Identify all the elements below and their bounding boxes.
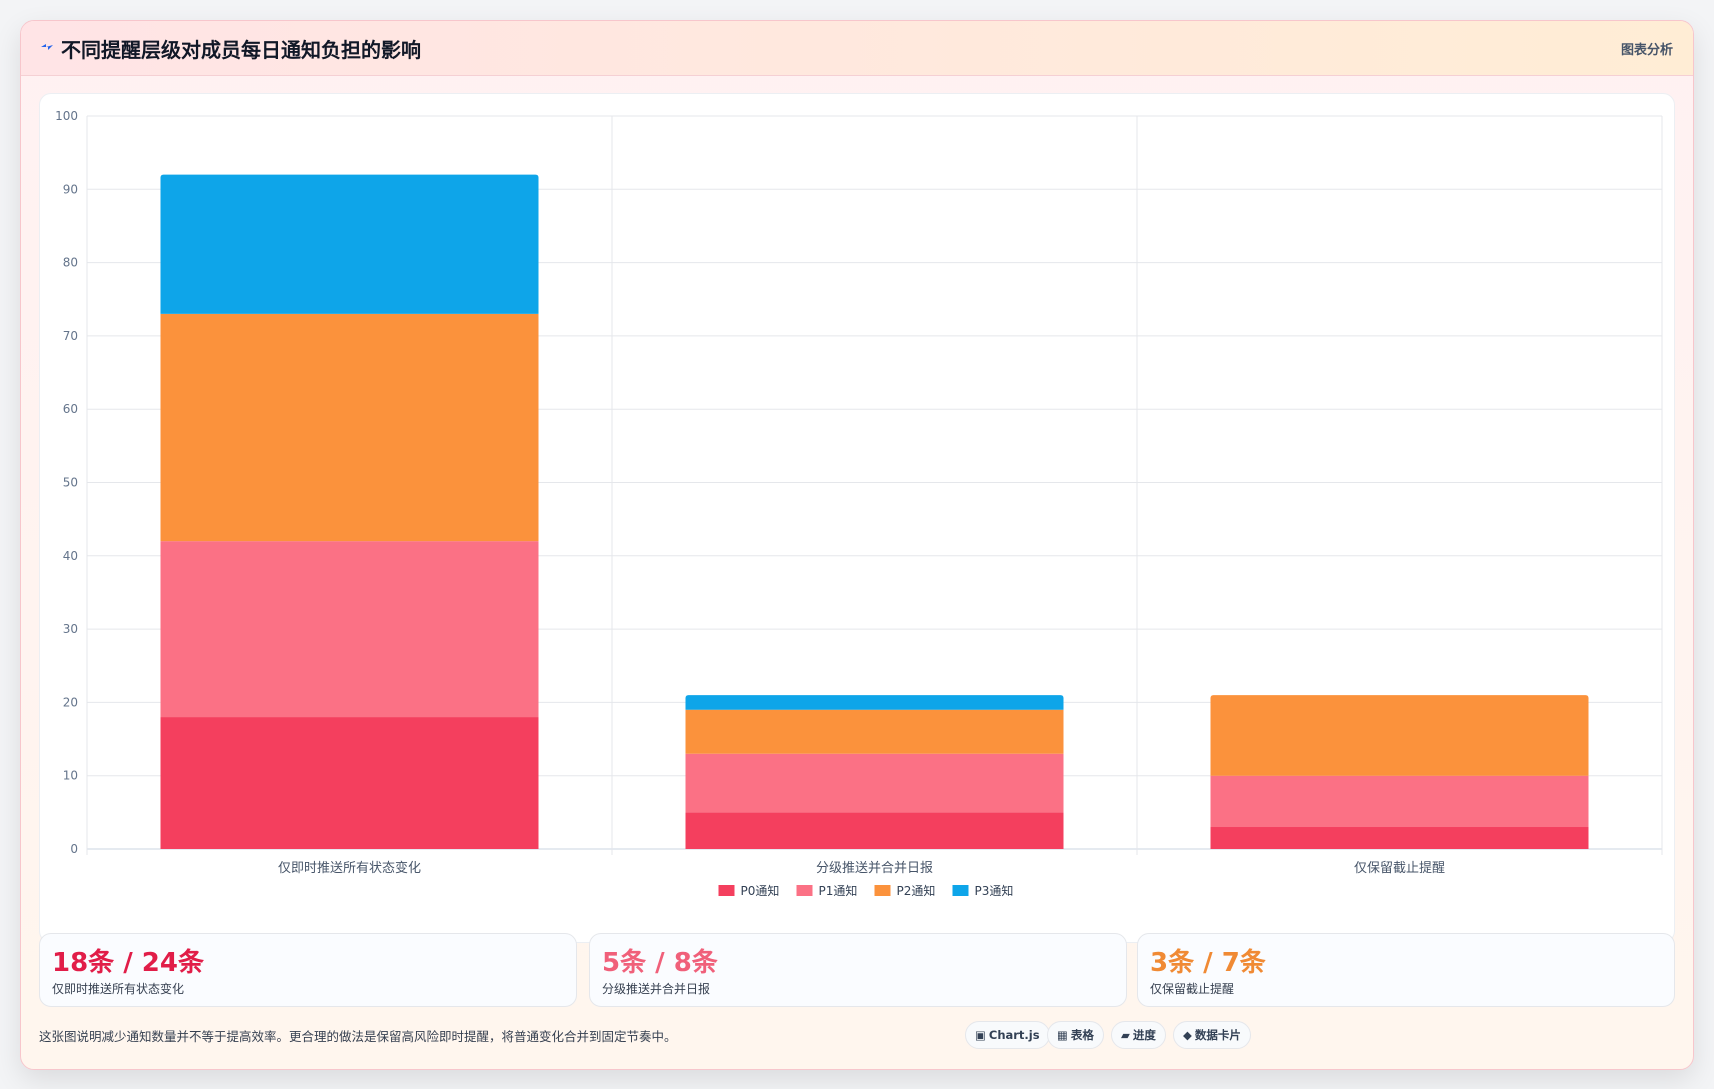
legend-swatch xyxy=(718,885,735,896)
y-tick-label: 20 xyxy=(63,695,78,709)
stat-card-1: 18条 / 24条 仅即时推送所有状态变化 xyxy=(39,933,577,1007)
x-tick-label: 仅即时推送所有状态变化 xyxy=(278,860,421,876)
badge-table[interactable]: ▦ 表格 xyxy=(1047,1021,1104,1049)
y-tick-label: 30 xyxy=(63,622,78,636)
legend-label: P3通知 xyxy=(975,884,1014,898)
legend-label: P1通知 xyxy=(819,884,858,898)
bar-segment xyxy=(685,812,1064,849)
stat-value: 3条 / 7条 xyxy=(1150,948,1266,978)
legend-swatch xyxy=(874,885,891,896)
chart-icon: ▣ xyxy=(975,1028,986,1042)
bar-segment xyxy=(1210,695,1589,776)
bar-segment xyxy=(685,709,1064,754)
bar-segment xyxy=(160,313,539,542)
footer-note: 这张图说明减少通知数量并不等于提高效率。更合理的做法是保留高风险即时提醒，将普通… xyxy=(39,1029,677,1044)
chart-card: 不同提醒层级对成员每日通知负担的影响 图表分析 0 10 20 30 40 50 60 70 8… xyxy=(20,20,1694,1070)
bar-segment xyxy=(685,695,1064,710)
stat-label: 分级推送并合并日报 xyxy=(602,982,711,996)
y-tick-label: 80 xyxy=(63,256,78,270)
progress-icon: ▰ xyxy=(1121,1028,1130,1042)
bar-segment xyxy=(160,174,539,314)
y-tick-label: 90 xyxy=(63,182,78,196)
legend-label: P2通知 xyxy=(897,884,936,898)
y-tick-label: 10 xyxy=(63,769,78,783)
stat-value: 18条 / 24条 xyxy=(52,948,204,978)
page-title: 不同提醒层级对成员每日通知负担的影响 xyxy=(61,38,421,62)
bar-segment xyxy=(160,717,539,849)
stacked-bar-chart: 0 10 20 30 40 50 60 70 80 90 100 仅即时推送所有状态变化 分级推送并合并… xyxy=(55,109,1663,898)
bar-segment xyxy=(1210,775,1589,828)
stat-card-2: 5条 / 8条 分级推送并合并日报 xyxy=(589,933,1127,1007)
legend-swatch xyxy=(796,885,813,896)
x-tick-label: 分级推送并合并日报 xyxy=(816,861,933,876)
stat-label: 仅保留截止提醒 xyxy=(1150,982,1235,996)
badge-chartjs[interactable]: ▣ Chart.js xyxy=(965,1021,1050,1049)
bolt-icon xyxy=(41,44,53,50)
badge-data-card[interactable]: ◆ 数据卡片 xyxy=(1173,1021,1251,1049)
y-tick-label: 100 xyxy=(55,109,78,123)
stat-label: 仅即时推送所有状态变化 xyxy=(52,982,185,996)
legend-label: P0通知 xyxy=(741,884,780,898)
y-tick-label: 50 xyxy=(63,476,78,490)
bar-segment xyxy=(685,753,1064,813)
stat-card-3: 3条 / 7条 仅保留截止提醒 xyxy=(1137,933,1675,1007)
badge-label: 数据卡片 xyxy=(1194,1028,1241,1042)
y-tick-label: 70 xyxy=(63,329,78,343)
chart-analysis-link[interactable]: 图表分析 xyxy=(1620,43,1673,58)
x-tick-label: 仅保留截止提醒 xyxy=(1354,860,1445,876)
stats-row: 18条 / 24条 仅即时推送所有状态变化 5条 / 8条 分级推送并合并日报 … xyxy=(39,933,1675,1007)
y-tick-label: 0 xyxy=(70,842,78,856)
badge-progress[interactable]: ▰ 进度 xyxy=(1111,1021,1166,1049)
legend-swatch xyxy=(952,885,969,896)
badge-label: Chart.js xyxy=(988,1028,1040,1042)
bar-segment xyxy=(160,541,539,718)
stat-value: 5条 / 8条 xyxy=(602,948,718,978)
chart-panel: 0 10 20 30 40 50 60 70 80 90 100 仅即时推送所有状态变化 分级推送并合并… xyxy=(39,93,1675,943)
bar-segment xyxy=(1210,827,1589,849)
y-tick-label: 40 xyxy=(63,549,78,563)
card-header: 不同提醒层级对成员每日通知负担的影响 图表分析 xyxy=(21,21,1693,76)
table-icon: ▦ xyxy=(1057,1028,1068,1042)
badge-label: 进度 xyxy=(1132,1028,1156,1042)
diamond-icon: ◆ xyxy=(1183,1028,1192,1042)
y-tick-label: 60 xyxy=(63,402,78,416)
badge-label: 表格 xyxy=(1070,1028,1094,1042)
